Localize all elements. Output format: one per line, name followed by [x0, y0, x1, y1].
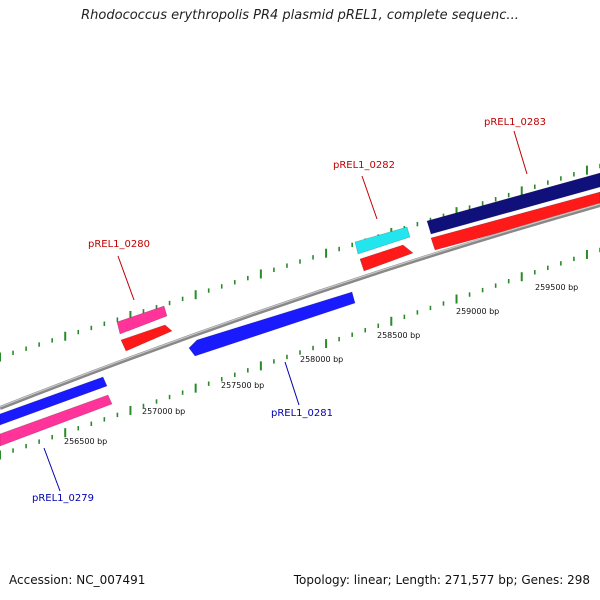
gene-label-pREL1_0281[interactable]: pREL1_0281 — [271, 408, 333, 419]
genes-layer — [0, 172, 600, 426]
reverse-tick-row — [0, 247, 600, 460]
gene-label-pREL1_0283[interactable]: pREL1_0283 — [484, 117, 546, 128]
cds-arrow-pREL1_0280 — [120, 324, 173, 352]
map-title: Rhodococcus erythropolis PR4 plasmid pRE… — [81, 8, 519, 23]
forward-tick-row — [0, 163, 600, 362]
label-leader-pREL1_0281 — [284, 361, 300, 406]
scale-label: 258500 bp — [377, 331, 420, 340]
cds-layer — [0, 191, 600, 447]
cds-arrow-pREL1_0279 — [0, 394, 113, 447]
gene-arrow-pREL1_0279 — [0, 376, 108, 426]
gene-arrow-pREL1_0282 — [354, 226, 411, 255]
sequence-summary: Topology: linear; Length: 271,577 bp; Ge… — [293, 573, 590, 587]
gene-arrow-pREL1_0280 — [116, 305, 168, 335]
gene-labels: pREL1_0279 pREL1_0280 pREL1_0281 pREL1_0282… — [32, 117, 546, 504]
scale-label: 256500 bp — [64, 437, 107, 446]
gene-arrow-pREL1_0283 — [426, 172, 600, 235]
label-leader-pREL1_0280 — [117, 255, 135, 301]
cds-arrow-pREL1_0282 — [359, 244, 414, 272]
scale-label: 258000 bp — [300, 355, 343, 364]
scale-labels: 256500 bp 257000 bp 257500 bp 258000 bp 2585… — [64, 283, 578, 446]
gene-label-pREL1_0282[interactable]: pREL1_0282 — [333, 160, 395, 171]
scale-label: 259000 bp — [456, 307, 499, 316]
scale-label: 259500 bp — [535, 283, 578, 292]
label-leader-pREL1_0279 — [43, 447, 61, 492]
gene-label-pREL1_0280[interactable]: pREL1_0280 — [88, 239, 150, 250]
scale-label: 257500 bp — [221, 381, 264, 390]
accession-text: Accession: NC_007491 — [9, 573, 146, 587]
label-leader-pREL1_0283 — [513, 130, 528, 175]
gene-arrow-pREL1_0281 — [188, 291, 356, 357]
label-leader-pREL1_0282 — [361, 175, 378, 220]
scale-label: 257000 bp — [142, 407, 185, 416]
cds-arrow-pREL1_0283 — [430, 191, 600, 251]
gene-label-pREL1_0279[interactable]: pREL1_0279 — [32, 493, 94, 504]
sequence-backbone-highlight — [0, 203, 600, 408]
sequence-backbone — [0, 203, 600, 410]
